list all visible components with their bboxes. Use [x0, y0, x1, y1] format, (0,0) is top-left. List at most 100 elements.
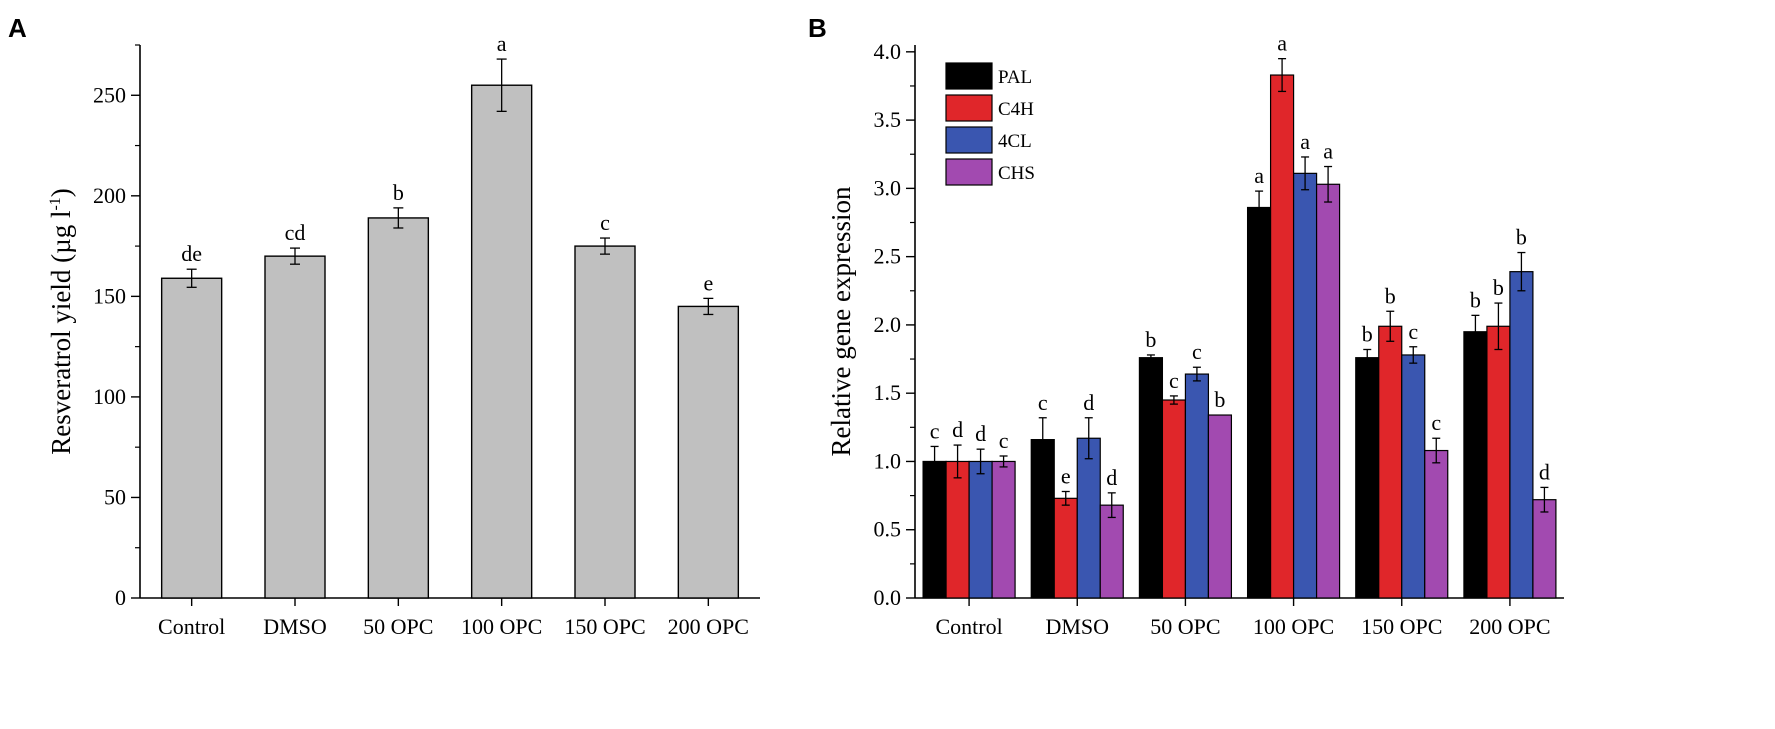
significance-label: b	[1145, 327, 1156, 352]
x-tick-label: 50 OPC	[1150, 614, 1220, 639]
bar-50-opc	[367, 217, 430, 599]
significance-label: c	[999, 428, 1009, 453]
x-tick-label: 200 OPC	[668, 614, 749, 639]
y-tick-label: 50	[104, 484, 126, 509]
significance-label: c	[600, 210, 610, 235]
significance-label: a	[1323, 139, 1333, 164]
significance-label: b	[393, 180, 404, 205]
x-tick-label: 150 OPC	[564, 614, 645, 639]
legend-swatch-4cl	[945, 126, 993, 154]
bar-4cl-control	[968, 460, 993, 599]
y-tick-label: 1.0	[874, 448, 902, 473]
bar-pal-100-opc	[1246, 206, 1272, 599]
legend-label-c4h: C4H	[998, 99, 1034, 120]
legend-swatch-chs	[945, 158, 993, 186]
bar-chs-50-opc	[1207, 414, 1233, 599]
significance-label: d	[1539, 459, 1550, 484]
significance-label: cd	[285, 220, 306, 245]
bar-150-opc	[574, 245, 636, 599]
bar-4cl-200-opc	[1509, 271, 1534, 599]
bar-4cl-50-opc	[1184, 373, 1210, 599]
bar-control	[160, 277, 223, 599]
bar-c4h-150-opc	[1378, 325, 1403, 599]
significance-label: a	[1254, 163, 1264, 188]
significance-label: c	[1038, 390, 1048, 415]
y-tick-label: 1.5	[874, 380, 902, 405]
panel-b: B 0.0 0.5 1.0 1.5 2.0 2.5 3.0 3.5 4.0 Relative gen…	[808, 13, 1564, 639]
legend-label-pal: PAL	[998, 67, 1032, 88]
legend-swatch-c4h	[945, 94, 993, 122]
x-tick-label: 100 OPC	[1253, 614, 1334, 639]
significance-label: c	[1169, 368, 1179, 393]
x-tick-label: 50 OPC	[363, 614, 433, 639]
y-tick-label: 3.5	[874, 107, 902, 132]
significance-label: c	[1431, 410, 1441, 435]
significance-label: d	[952, 417, 963, 442]
significance-label: a	[497, 31, 507, 56]
x-tick-label: 200 OPC	[1469, 614, 1550, 639]
bar-200-opc	[677, 305, 740, 599]
bar-4cl-100-opc	[1292, 172, 1318, 599]
significance-label: b	[1470, 287, 1481, 312]
bar-c4h-100-opc	[1269, 74, 1295, 599]
legend-label-chs: CHS	[998, 163, 1035, 184]
x-tick-label: Control	[158, 614, 225, 639]
significance-label: a	[1300, 129, 1310, 154]
y-tick-label: 2.0	[874, 312, 902, 337]
y-tick-label: 200	[93, 183, 126, 208]
y-tick-label: 150	[93, 283, 126, 308]
bar-chs-200-opc	[1532, 499, 1557, 599]
bar-chs-100-opc	[1315, 183, 1341, 599]
y-axis-title: Relative gene expression	[826, 186, 856, 456]
y-tick-label: 0	[115, 585, 126, 610]
x-tick-label: 100 OPC	[461, 614, 542, 639]
legend-swatch-pal	[945, 62, 993, 90]
y-tick-label: 0.5	[874, 517, 902, 542]
bar-pal-50-opc	[1138, 357, 1164, 599]
bar-4cl-150-opc	[1401, 354, 1426, 599]
legend-label-4cl: 4CL	[998, 131, 1032, 152]
y-tick-label: 3.0	[874, 175, 902, 200]
bar-chs-150-opc	[1424, 449, 1449, 599]
significance-label: b	[1516, 225, 1527, 250]
bar-chs-dmso	[1099, 504, 1124, 599]
panel-a-label: A	[8, 13, 27, 43]
panel-b-label: B	[808, 13, 827, 43]
y-tick-label: 4.0	[874, 39, 902, 64]
bar-c4h-50-opc	[1161, 399, 1187, 599]
y-tick-label: 100	[93, 384, 126, 409]
bar-c4h-dmso	[1053, 497, 1078, 599]
bar-4cl-dmso	[1076, 437, 1101, 599]
significance-label: b	[1214, 387, 1225, 412]
y-tick-label: 0.0	[874, 585, 902, 610]
bar-pal-control	[922, 460, 947, 599]
bar-dmso	[264, 255, 326, 599]
panel-a: A 0 50 100 150 200 250 Resveratrol yield (µg l-…	[8, 13, 760, 639]
y-tick-label: 250	[93, 82, 126, 107]
significance-label: d	[975, 421, 986, 446]
y-tick-label: 2.5	[874, 244, 902, 269]
bar-c4h-200-opc	[1486, 325, 1511, 599]
significance-label: c	[930, 418, 940, 443]
x-tick-label: DMSO	[1045, 614, 1109, 639]
x-tick-label: DMSO	[263, 614, 327, 639]
bar-pal-200-opc	[1463, 331, 1488, 599]
x-tick-label: Control	[935, 614, 1002, 639]
significance-label: a	[1277, 31, 1287, 56]
x-tick-label: 150 OPC	[1361, 614, 1442, 639]
significance-label: e	[1061, 463, 1071, 488]
significance-label: c	[1408, 319, 1418, 344]
significance-label: b	[1362, 321, 1373, 346]
bar-chs-control	[991, 460, 1016, 599]
significance-label: d	[1106, 465, 1117, 490]
bar-c4h-control	[945, 460, 970, 599]
bar-pal-dmso	[1030, 439, 1055, 599]
significance-label: de	[181, 241, 202, 266]
significance-label: e	[703, 270, 713, 295]
significance-label: b	[1493, 275, 1504, 300]
bar-pal-150-opc	[1355, 357, 1380, 599]
bar-100-opc	[470, 84, 533, 599]
y-axis-title: Resveratrol yield (µg l-1)	[46, 188, 76, 455]
significance-label: c	[1192, 339, 1202, 364]
